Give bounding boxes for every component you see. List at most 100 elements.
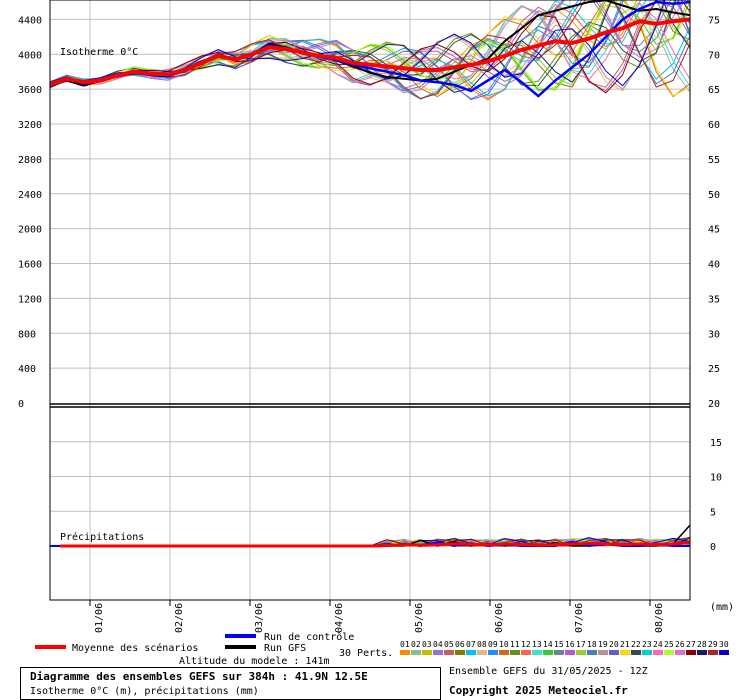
pert-number: 10 [499, 640, 509, 649]
pert-number: 21 [620, 640, 630, 649]
pert-number: 01 [400, 640, 410, 649]
pert-number: 15 [554, 640, 564, 649]
pert-swatch [631, 650, 641, 655]
y-tick-left: 0 [18, 399, 24, 410]
x-tick-label: 06/06 [494, 603, 505, 633]
y-tick-left: 800 [18, 329, 36, 340]
pert-swatch [686, 650, 696, 655]
pert-swatch [664, 650, 674, 655]
pert-number: 29 [708, 640, 718, 649]
x-tick-label: 05/06 [414, 603, 425, 633]
pert-swatch [609, 650, 619, 655]
y-tick-right: 45 [708, 225, 720, 236]
x-tick-label: 07/06 [574, 603, 585, 633]
pert-swatch [587, 650, 597, 655]
pert-number: 08 [477, 640, 487, 649]
pert-number: 20 [609, 640, 619, 649]
pert-line-upper [49, 1, 691, 93]
y-tick-right: 65 [708, 85, 720, 96]
altitude-label: Altitude du modele : 141m [179, 656, 330, 667]
y-tick-left: 1600 [18, 260, 42, 271]
pert-swatch [488, 650, 498, 655]
plot-frame [49, 0, 691, 601]
run-info: Ensemble GEFS du 31/05/2025 - 12Z [449, 666, 648, 677]
pert-swatch [455, 650, 465, 655]
pert-number: 16 [565, 640, 575, 649]
pert-number: 05 [444, 640, 454, 649]
isotherme-annotation: Isotherme 0°C [60, 47, 138, 58]
y-tick-left: 2800 [18, 155, 42, 166]
pert-number: 26 [675, 640, 685, 649]
pert-swatch [521, 650, 531, 655]
y-tick-left: 4000 [18, 50, 42, 61]
copyright: Copyright 2025 Meteociel.fr [449, 684, 628, 697]
x-tick-label: 03/06 [254, 603, 265, 633]
y-tick-right: 25 [708, 364, 720, 375]
pert-number: 04 [433, 640, 443, 649]
pert-number: 19 [598, 640, 608, 649]
y-tick-right: 75 [708, 15, 720, 26]
pert-swatch [598, 650, 608, 655]
pert-number: 02 [411, 640, 421, 649]
pert-swatch [477, 650, 487, 655]
pert-number: 30 [719, 640, 729, 649]
legend-mean-label: Moyenne des scénarios [72, 642, 198, 654]
y-tick-left: 3600 [18, 85, 42, 96]
x-tick-label: 02/06 [174, 603, 185, 633]
series-lower-0 [60, 541, 691, 548]
series-upper-0 [49, 17, 691, 87]
y-tick-left: 400 [18, 364, 36, 375]
legend-control-label: Run de contrôle [264, 631, 354, 643]
pert-number: 17 [576, 640, 586, 649]
pert-number: 11 [510, 640, 520, 649]
pert-swatch [422, 650, 432, 655]
pert-swatch [719, 650, 729, 655]
pert-swatch [444, 650, 454, 655]
perturbation-legend: 01 02 03 04 05 06 07 08 09 10 11 12 13 14 15 16 17 18 19 20… [400, 640, 729, 655]
y-tick-right: 30 [708, 329, 720, 340]
pert-number: 24 [653, 640, 663, 649]
x-tick-label: 04/06 [334, 603, 345, 633]
pert-swatch [697, 650, 707, 655]
pert-number: 14 [543, 640, 553, 649]
y-tick-right: 60 [708, 120, 720, 131]
pert-swatch [620, 650, 630, 655]
pert-swatch [565, 650, 575, 655]
pert-number: 27 [686, 640, 696, 649]
pert-number: 22 [631, 640, 641, 649]
pert-line-upper [49, 0, 691, 93]
pert-swatch [675, 650, 685, 655]
pert-swatch [576, 650, 586, 655]
y-tick-left: 1200 [18, 294, 42, 305]
pert-swatch [466, 650, 476, 655]
footer-title-box: Diagramme des ensembles GEFS sur 384h : … [20, 667, 441, 700]
y-tick-left: 4400 [18, 15, 42, 26]
pert-number: 28 [697, 640, 707, 649]
main-series-upper [49, 0, 691, 98]
pert-swatch [653, 650, 663, 655]
y-tick-right: 55 [708, 155, 720, 166]
y-tick-right: 50 [708, 190, 720, 201]
y-tick-left: 2000 [18, 225, 42, 236]
pert-number: 09 [488, 640, 498, 649]
y-tick-right: 40 [708, 260, 720, 271]
pert-number: 25 [664, 640, 674, 649]
unit-label: (mm) [710, 602, 734, 613]
y-tick-right: 70 [708, 50, 720, 61]
legend-perts-label: 30 Perts. [339, 648, 393, 659]
legend-gfs-label: Run GFS [264, 643, 306, 654]
y-tick-right-lower: 0 [710, 542, 716, 553]
x-tick-label: 01/06 [94, 603, 105, 633]
footer-subtitle: Isotherme 0°C (m), précipitations (mm) [30, 686, 259, 697]
pert-swatch [510, 650, 520, 655]
pert-swatch [642, 650, 652, 655]
pert-swatch [708, 650, 718, 655]
pert-swatch [400, 650, 410, 655]
y-tick-right: 20 [708, 399, 720, 410]
pert-swatch [554, 650, 564, 655]
grid-lines [50, 0, 690, 600]
pert-swatch [543, 650, 553, 655]
pert-number: 03 [422, 640, 432, 649]
